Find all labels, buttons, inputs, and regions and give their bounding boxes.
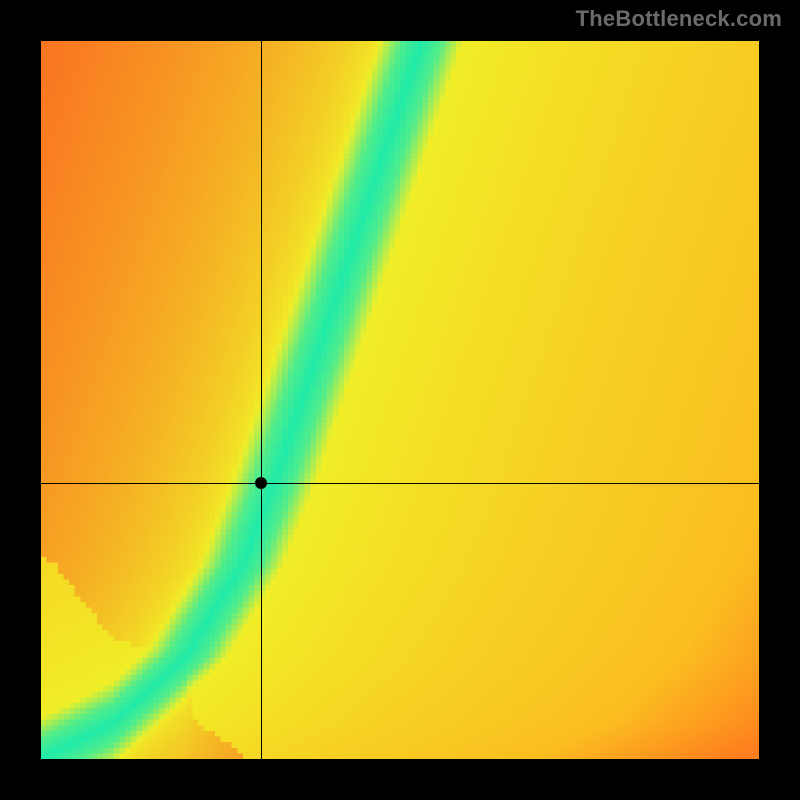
intersection-marker — [255, 477, 267, 489]
crosshair-horizontal — [41, 483, 759, 484]
watermark-text: TheBottleneck.com — [576, 6, 782, 32]
heatmap-plot — [41, 41, 759, 759]
heatmap-canvas — [41, 41, 759, 759]
crosshair-vertical — [261, 41, 262, 759]
